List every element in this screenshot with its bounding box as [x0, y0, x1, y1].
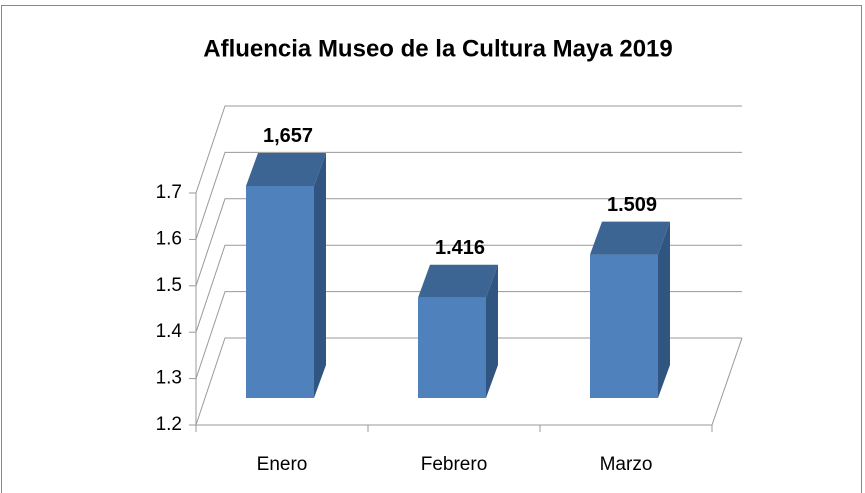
bar-side	[314, 152, 326, 398]
bar-top	[246, 152, 326, 186]
chart-border	[1, 5, 862, 493]
bar-top	[590, 221, 670, 255]
value-label: 1.416	[435, 237, 485, 259]
bar	[590, 254, 658, 398]
x-tick-label: Marzo	[600, 454, 653, 475]
x-tick-label: Febrero	[421, 454, 488, 475]
y-tick-label: 1.7	[156, 182, 182, 203]
y-tick-label: 1.3	[156, 368, 182, 389]
x-tick-label: Enero	[257, 454, 308, 475]
grid-line	[195, 198, 742, 286]
y-tick-label: 1.4	[156, 321, 183, 342]
grid-line	[195, 244, 742, 333]
y-tick-label: 1.2	[156, 414, 182, 435]
bar	[418, 297, 486, 398]
floor-right	[711, 337, 743, 426]
bar-side	[486, 264, 498, 398]
bar-top	[418, 264, 498, 298]
bar-side	[658, 221, 670, 398]
bar	[246, 185, 314, 398]
grid-line	[195, 291, 742, 379]
y-tick-label: 1.5	[156, 275, 182, 296]
chart-title: Afluencia Museo de la Cultura Maya 2019	[203, 35, 673, 62]
grid-line	[195, 151, 742, 240]
grid-line	[195, 337, 742, 426]
y-tick-label: 1.6	[156, 228, 182, 249]
grid-line	[195, 105, 742, 194]
value-label: 1,657	[263, 125, 313, 147]
value-label: 1.509	[607, 194, 657, 216]
